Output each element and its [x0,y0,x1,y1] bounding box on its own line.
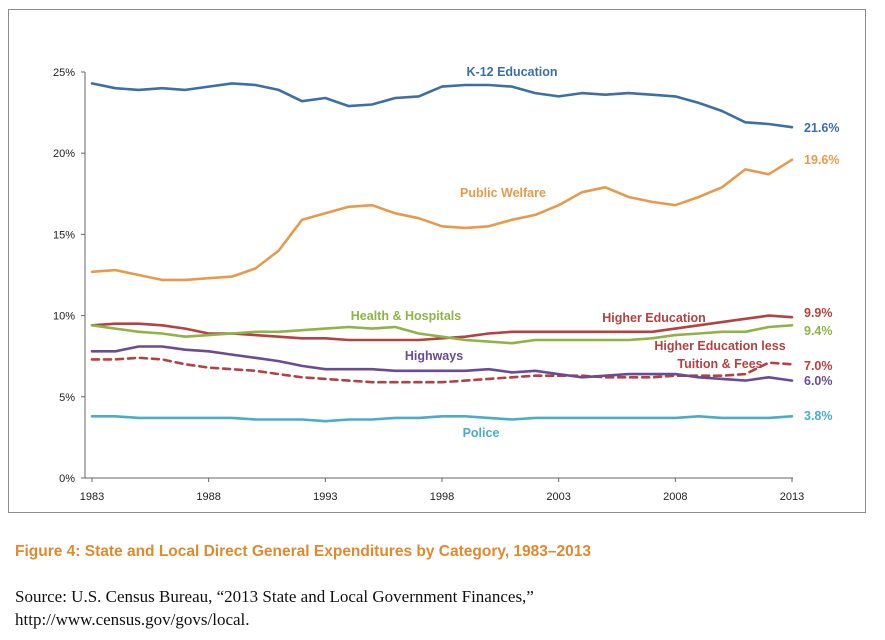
series-line-k-12-education [90,82,794,129]
chart-frame: 0% 5% 10% 15% 20% 25% 1983 1988 1993 1998 2003 2008… [8,9,866,513]
series-label-higher-education: Higher Education [602,311,705,325]
end-value-highways: 6.0% [804,374,833,388]
line-chart: 0% 5% 10% 15% 20% 25% 1983 1988 1993 1998 2003 2008… [53,65,839,503]
end-value-higher-education-less-tuition-fees: 7.0% [804,359,833,373]
end-value-health-hospitals: 9.4% [804,324,833,338]
series-label-higher-education-less-tuition-fees-line2: Tuition & Fees [677,357,762,371]
series-line-higher-education-less-tuition-fees [90,356,794,384]
x-tick-label: 2013 [780,491,804,503]
y-tick-label: 15% [53,229,75,241]
series-line-public-welfare [90,158,794,282]
series-label-police: Police [463,426,500,440]
y-tick-label: 5% [59,392,75,404]
x-tick-label: 1983 [80,491,104,503]
x-tick-label: 1998 [430,491,454,503]
y-tick-label: 25% [53,67,75,79]
series-line-health-hospitals [90,323,794,345]
series-label-higher-education-less-tuition-fees-line1: Higher Education less [654,339,785,353]
x-tick-label: 1988 [196,491,220,503]
x-tick-label: 2008 [663,491,687,503]
x-tick-label: 2003 [546,491,570,503]
x-tick-label: 1993 [313,491,337,503]
series-label-k-12-education: K-12 Education [467,65,558,79]
y-tick-label: 20% [53,148,75,160]
series-line-higher-education [90,314,794,342]
end-value-k-12-education: 21.6% [804,121,839,135]
series-label-highways: Highways [405,349,463,363]
series-line-police [90,414,794,423]
series-line-highways [90,345,794,382]
source-url[interactable]: http://www.census.gov/govs/local. [15,610,250,629]
source-line-1: Source: U.S. Census Bureau, “2013 State … [15,587,534,606]
figure-caption: Figure 4: State and Local Direct General… [15,543,592,560]
end-value-police: 3.8% [804,409,833,423]
series-label-public-welfare: Public Welfare [460,186,546,200]
end-value-higher-education: 9.9% [804,306,833,320]
y-tick-label: 0% [59,473,75,485]
y-tick-label: 10% [53,311,75,323]
end-value-public-welfare: 19.6% [804,153,839,167]
source-note: Source: U.S. Census Bureau, “2013 State … [15,585,534,631]
series-label-health-hospitals: Health & Hospitals [351,309,461,323]
